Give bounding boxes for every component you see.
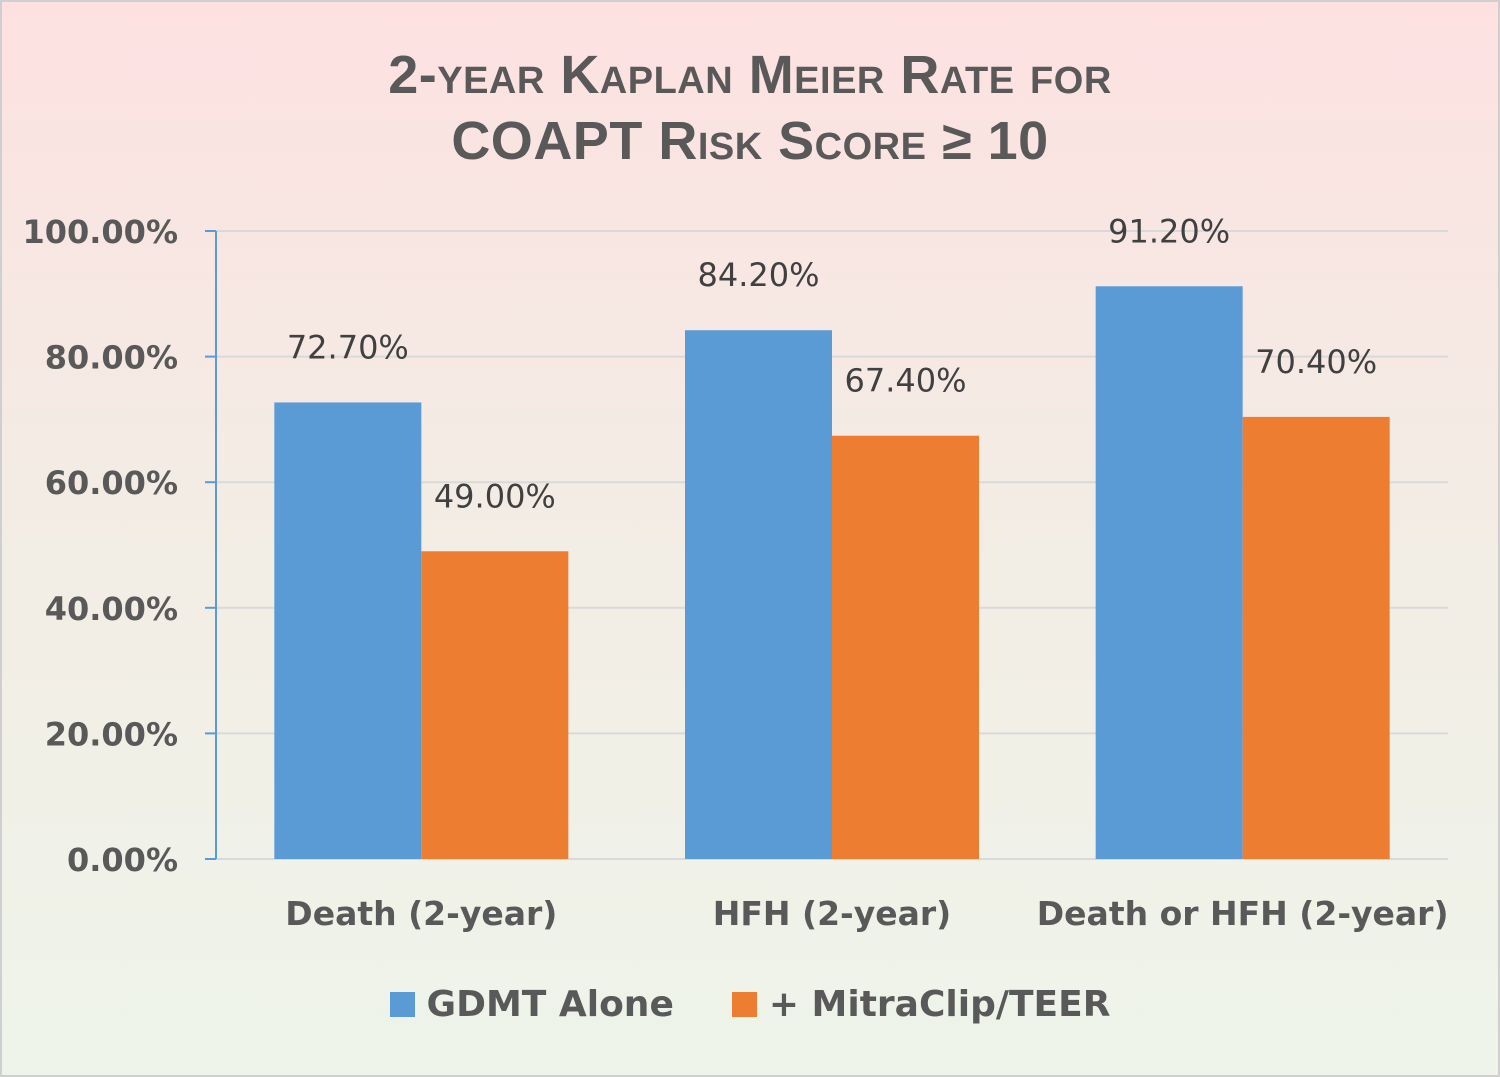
data-label: 91.20%	[1108, 212, 1230, 250]
data-label: 49.00%	[434, 477, 556, 515]
legend-swatch-mitraclip-teer	[731, 992, 757, 1017]
bar	[1242, 416, 1390, 859]
data-label: 72.70%	[287, 328, 409, 366]
y-tick-label: 0.00%	[67, 841, 178, 879]
y-tick-label: 40.00%	[45, 590, 178, 628]
legend-swatch-gdmt-alone	[389, 992, 415, 1017]
y-tick-label: 20.00%	[45, 715, 178, 753]
legend-label-gdmt-alone: GDMT Alone	[426, 984, 674, 1025]
x-tick-label: Death (2-year)	[285, 894, 557, 933]
y-tick-label: 60.00%	[45, 464, 178, 502]
x-tick-label: HFH (2-year)	[713, 894, 952, 933]
bar	[274, 402, 422, 859]
legend-item-gdmt-alone: GDMT Alone	[389, 984, 674, 1025]
bar	[421, 551, 569, 859]
x-tick-label: Death or HFH (2-year)	[1037, 894, 1449, 933]
chart-title-line-1: 2-year Kaplan Meier Rate for	[388, 45, 1112, 105]
data-label: 70.40%	[1255, 343, 1377, 381]
legend-item-mitraclip-teer: + MitraClip/TEER	[731, 984, 1111, 1025]
data-label: 67.40%	[844, 362, 966, 400]
y-tick-label: 80.00%	[45, 339, 178, 377]
chart-title-line-2: COAPT Risk Score ≥ 10	[451, 111, 1049, 171]
chart-title: 2-year Kaplan Meier Rate for COAPT Risk …	[2, 42, 1498, 174]
bar	[1095, 286, 1243, 859]
y-tick-label: 100.00%	[22, 213, 178, 251]
bar	[685, 330, 832, 859]
data-label: 84.20%	[697, 256, 819, 294]
chart-legend: GDMT Alone + MitraClip/TEER	[2, 984, 1498, 1025]
bar	[832, 435, 979, 859]
legend-label-mitraclip-teer: + MitraClip/TEER	[768, 984, 1111, 1025]
